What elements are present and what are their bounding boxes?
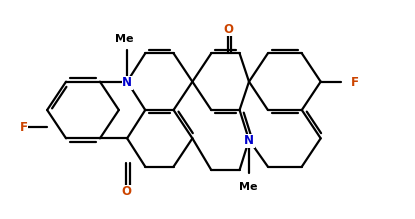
Text: N: N [244,134,254,147]
Text: Me: Me [115,34,134,44]
Text: O: O [223,23,233,36]
Text: N: N [122,76,132,89]
Text: F: F [20,121,27,134]
Text: O: O [121,185,132,198]
Text: Me: Me [239,182,257,192]
Text: F: F [351,76,359,89]
